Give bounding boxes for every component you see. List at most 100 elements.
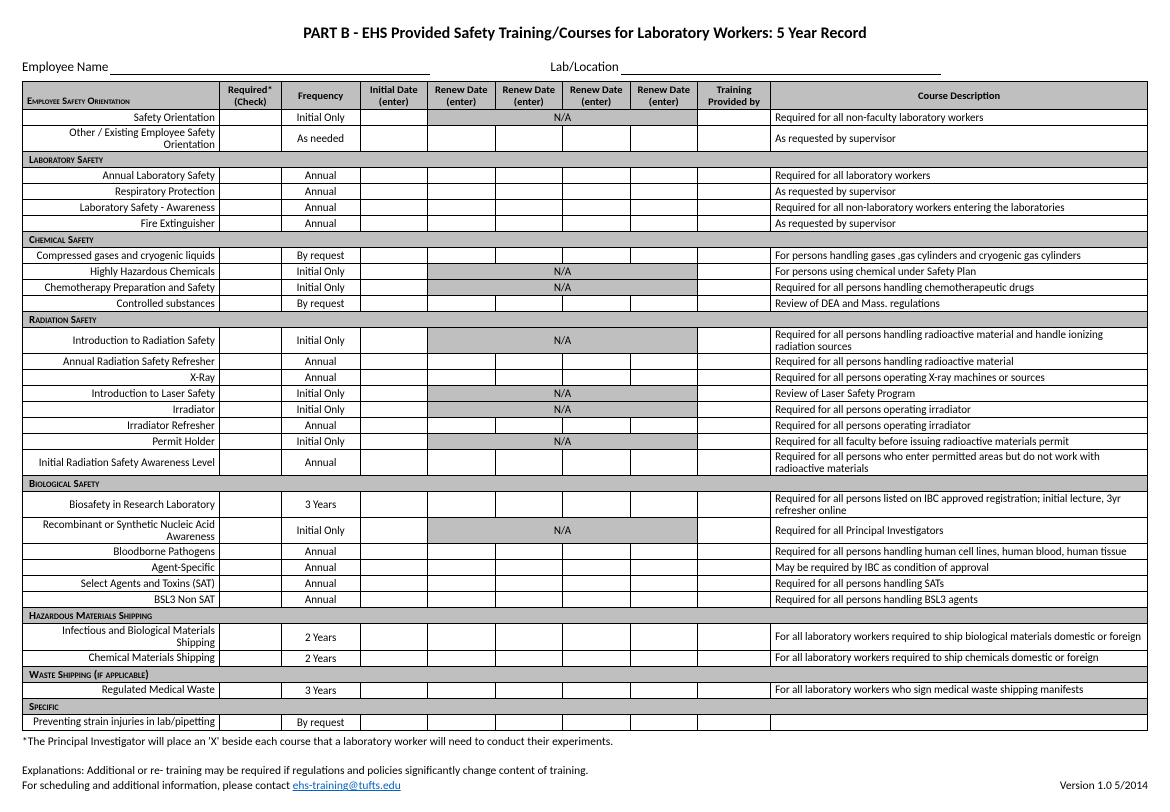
lab-line[interactable]: [621, 59, 941, 75]
required-cell[interactable]: [219, 264, 281, 280]
date-cell[interactable]: [428, 560, 496, 576]
date-cell[interactable]: [360, 216, 428, 232]
date-cell[interactable]: [563, 544, 631, 560]
date-cell[interactable]: [360, 518, 428, 544]
date-cell[interactable]: [360, 576, 428, 592]
date-cell[interactable]: [563, 624, 631, 650]
provider-cell[interactable]: [698, 216, 771, 232]
required-cell[interactable]: [219, 126, 281, 152]
date-cell[interactable]: [428, 576, 496, 592]
date-cell[interactable]: [563, 418, 631, 434]
date-cell[interactable]: [360, 280, 428, 296]
date-cell[interactable]: [428, 248, 496, 264]
date-cell[interactable]: [495, 592, 563, 608]
provider-cell[interactable]: [698, 492, 771, 518]
required-cell[interactable]: [219, 370, 281, 386]
date-cell[interactable]: [495, 544, 563, 560]
date-cell[interactable]: [428, 296, 496, 312]
required-cell[interactable]: [219, 418, 281, 434]
date-cell[interactable]: [630, 168, 698, 184]
provider-cell[interactable]: [698, 264, 771, 280]
date-cell[interactable]: [428, 492, 496, 518]
date-cell[interactable]: [428, 650, 496, 666]
provider-cell[interactable]: [698, 450, 771, 476]
provider-cell[interactable]: [698, 434, 771, 450]
date-cell[interactable]: [360, 714, 428, 730]
date-cell[interactable]: [630, 650, 698, 666]
date-cell[interactable]: [630, 126, 698, 152]
date-cell[interactable]: [630, 714, 698, 730]
date-cell[interactable]: [563, 714, 631, 730]
provider-cell[interactable]: [698, 714, 771, 730]
date-cell[interactable]: [495, 560, 563, 576]
date-cell[interactable]: [630, 592, 698, 608]
date-cell[interactable]: [428, 354, 496, 370]
employee-line[interactable]: [110, 59, 430, 75]
required-cell[interactable]: [219, 560, 281, 576]
provider-cell[interactable]: [698, 624, 771, 650]
date-cell[interactable]: [630, 682, 698, 698]
provider-cell[interactable]: [698, 296, 771, 312]
date-cell[interactable]: [563, 492, 631, 518]
provider-cell[interactable]: [698, 184, 771, 200]
provider-cell[interactable]: [698, 682, 771, 698]
required-cell[interactable]: [219, 296, 281, 312]
provider-cell[interactable]: [698, 592, 771, 608]
date-cell[interactable]: [428, 592, 496, 608]
date-cell[interactable]: [495, 418, 563, 434]
date-cell[interactable]: [630, 544, 698, 560]
required-cell[interactable]: [219, 518, 281, 544]
date-cell[interactable]: [360, 650, 428, 666]
date-cell[interactable]: [495, 296, 563, 312]
date-cell[interactable]: [630, 450, 698, 476]
date-cell[interactable]: [495, 682, 563, 698]
date-cell[interactable]: [428, 216, 496, 232]
provider-cell[interactable]: [698, 576, 771, 592]
date-cell[interactable]: [563, 450, 631, 476]
date-cell[interactable]: [630, 492, 698, 518]
date-cell[interactable]: [495, 354, 563, 370]
provider-cell[interactable]: [698, 418, 771, 434]
date-cell[interactable]: [360, 110, 428, 126]
date-cell[interactable]: [563, 370, 631, 386]
date-cell[interactable]: [563, 592, 631, 608]
provider-cell[interactable]: [698, 280, 771, 296]
date-cell[interactable]: [630, 624, 698, 650]
date-cell[interactable]: [360, 386, 428, 402]
provider-cell[interactable]: [698, 402, 771, 418]
date-cell[interactable]: [495, 248, 563, 264]
provider-cell[interactable]: [698, 544, 771, 560]
date-cell[interactable]: [360, 184, 428, 200]
required-cell[interactable]: [219, 386, 281, 402]
provider-cell[interactable]: [698, 354, 771, 370]
date-cell[interactable]: [563, 296, 631, 312]
provider-cell[interactable]: [698, 200, 771, 216]
date-cell[interactable]: [630, 184, 698, 200]
required-cell[interactable]: [219, 434, 281, 450]
date-cell[interactable]: [428, 450, 496, 476]
date-cell[interactable]: [428, 184, 496, 200]
date-cell[interactable]: [360, 168, 428, 184]
date-cell[interactable]: [563, 248, 631, 264]
date-cell[interactable]: [630, 560, 698, 576]
provider-cell[interactable]: [698, 370, 771, 386]
date-cell[interactable]: [563, 650, 631, 666]
date-cell[interactable]: [360, 354, 428, 370]
date-cell[interactable]: [495, 216, 563, 232]
date-cell[interactable]: [360, 248, 428, 264]
provider-cell[interactable]: [698, 650, 771, 666]
date-cell[interactable]: [360, 682, 428, 698]
provider-cell[interactable]: [698, 248, 771, 264]
date-cell[interactable]: [360, 402, 428, 418]
date-cell[interactable]: [495, 576, 563, 592]
required-cell[interactable]: [219, 402, 281, 418]
date-cell[interactable]: [360, 544, 428, 560]
date-cell[interactable]: [428, 624, 496, 650]
date-cell[interactable]: [428, 682, 496, 698]
required-cell[interactable]: [219, 592, 281, 608]
date-cell[interactable]: [563, 200, 631, 216]
date-cell[interactable]: [428, 126, 496, 152]
required-cell[interactable]: [219, 492, 281, 518]
required-cell[interactable]: [219, 200, 281, 216]
required-cell[interactable]: [219, 450, 281, 476]
